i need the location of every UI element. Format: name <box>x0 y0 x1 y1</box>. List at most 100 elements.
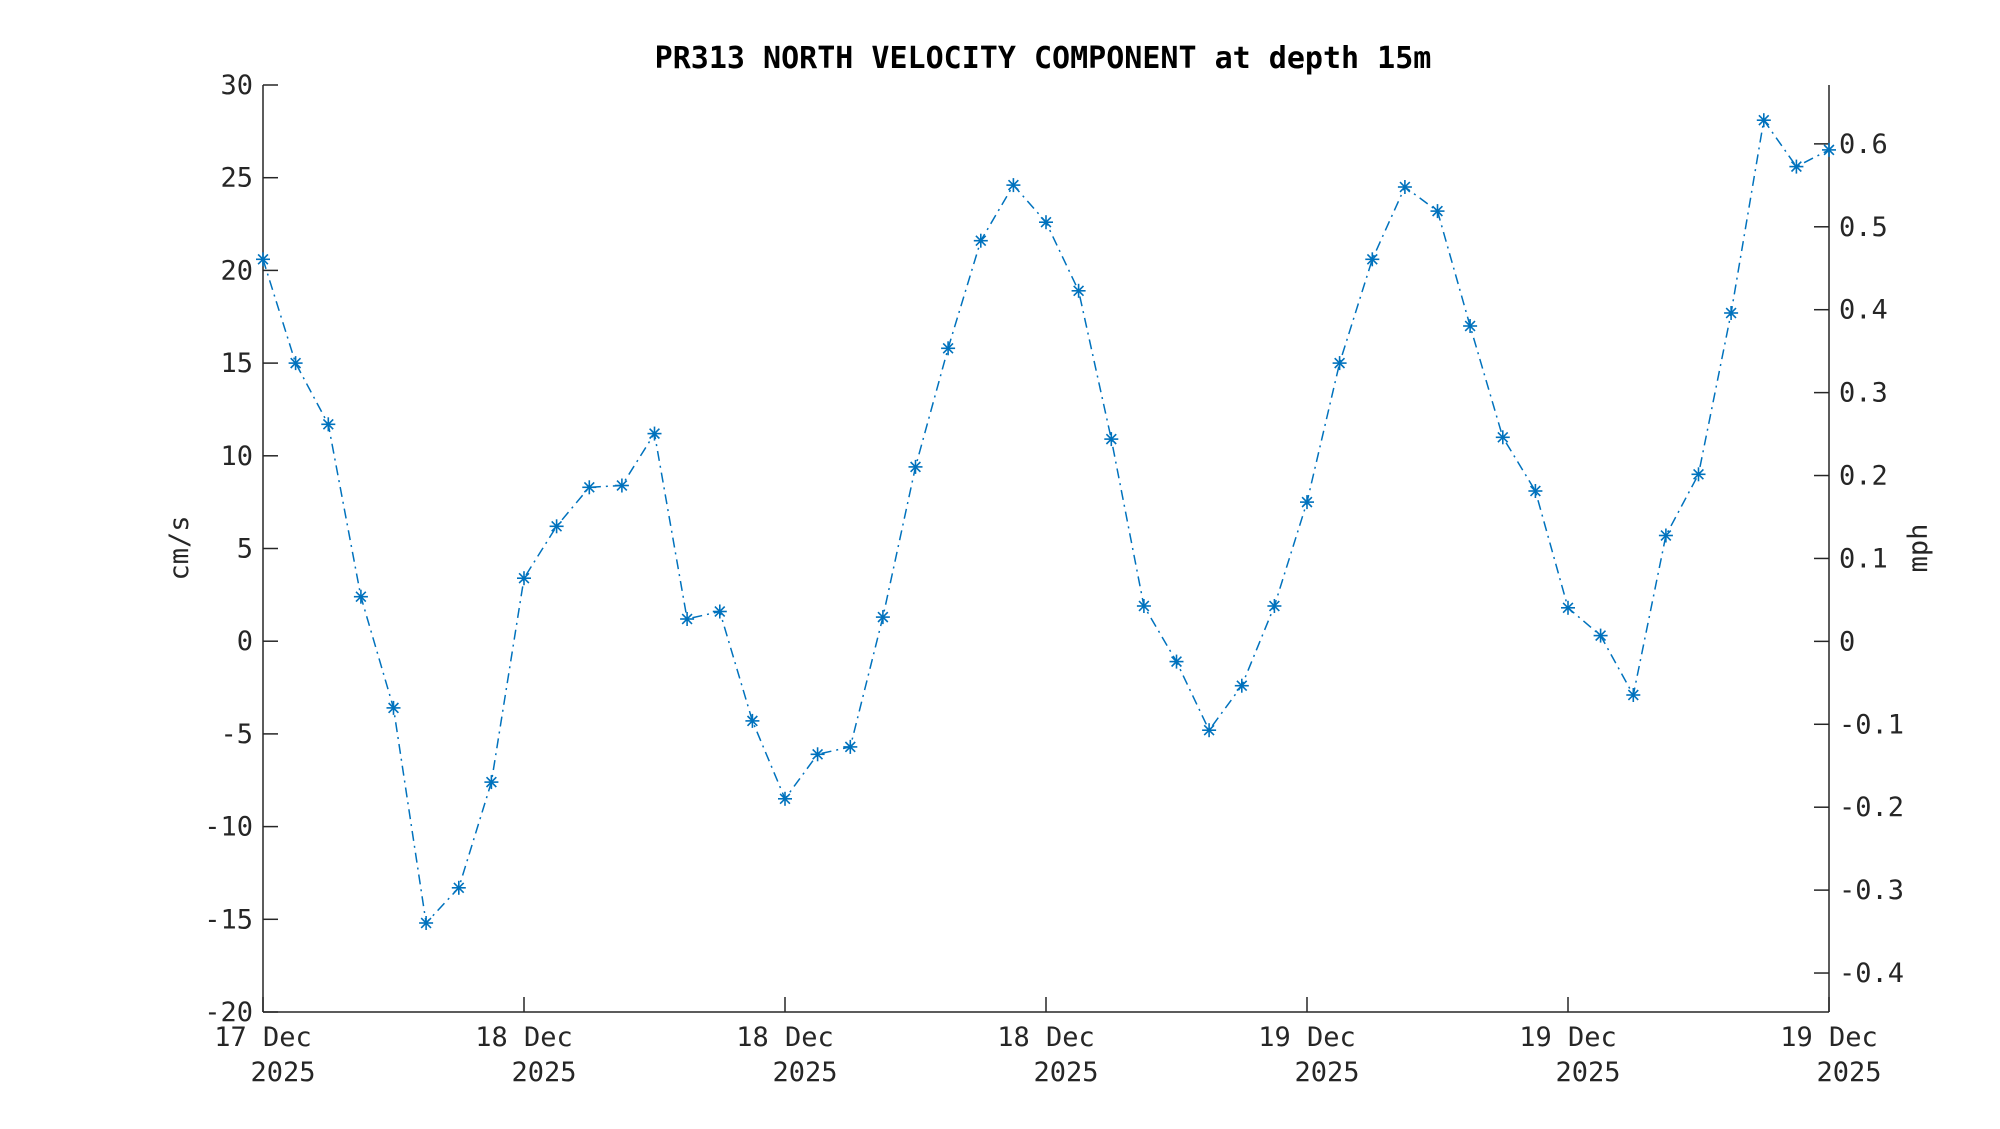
marker-stroke <box>1138 600 1150 612</box>
marker-stroke <box>1758 114 1770 126</box>
marker-stroke <box>877 611 889 623</box>
marker-stroke <box>1497 431 1509 443</box>
x-tick-label-date: 18 Dec <box>475 1022 573 1053</box>
data-point <box>1528 484 1543 498</box>
data-point <box>875 610 890 625</box>
marker-stroke <box>551 520 563 532</box>
chart-title: PR313 NORTH VELOCITY COMPONENT at depth … <box>655 41 1432 76</box>
data-point <box>1202 723 1217 738</box>
marker-stroke <box>1040 216 1052 228</box>
marker-stroke <box>518 572 530 584</box>
data-point <box>1789 159 1804 174</box>
x-tick-label-date: 18 Dec <box>736 1022 834 1053</box>
y-tick-label: 25 <box>220 163 253 194</box>
marker-stroke <box>257 253 269 265</box>
data-point <box>1658 528 1673 543</box>
y-tick-label: -20 <box>204 997 253 1028</box>
x-tick-label-date: 19 Dec <box>1780 1022 1878 1053</box>
marker-stroke <box>714 606 726 617</box>
x-tick-label-year: 2025 <box>772 1057 837 1088</box>
y-tick-label: -10 <box>204 812 253 843</box>
data-point <box>1039 215 1053 230</box>
y2-tick-label: 0.1 <box>1839 543 1888 574</box>
data-point <box>419 916 434 930</box>
y-tick-label: 20 <box>220 255 253 286</box>
marker-stroke <box>485 776 497 788</box>
x-tick-label-date: 18 Dec <box>997 1022 1095 1053</box>
data-point <box>386 700 401 715</box>
series-line <box>262 118 1830 925</box>
data-point <box>1691 467 1706 482</box>
marker-stroke <box>1399 181 1411 193</box>
data-point <box>582 480 597 495</box>
y-axis-label: cm/s <box>164 515 195 580</box>
data-point <box>941 341 956 356</box>
tick-labels: 30 25 20 15 10 5 0 -5 -10 -15 -20 0.6 0.5 0.4 0.3 0.2 0.… <box>204 70 1904 1088</box>
y2-tick-label: -0.3 <box>1839 875 1904 906</box>
marker-stroke <box>1171 656 1182 668</box>
marker-stroke <box>910 461 921 473</box>
marker-stroke <box>355 591 367 603</box>
marker-stroke <box>322 418 334 430</box>
y2-tick-label: -0.1 <box>1839 709 1904 740</box>
x-tick-label-date: 17 Dec <box>214 1022 312 1053</box>
y-tick-label: 10 <box>220 441 253 472</box>
series-north-velocity <box>256 113 1836 930</box>
y-tick-label: -15 <box>204 904 253 935</box>
marker-stroke <box>746 715 758 727</box>
data-point <box>1561 600 1575 615</box>
marker-stroke <box>779 793 791 805</box>
marker-stroke <box>1660 530 1672 541</box>
data-point <box>810 747 825 762</box>
y2-axis-label: mph <box>1903 524 1934 573</box>
x-tick-label-year: 2025 <box>250 1057 315 1088</box>
marker-stroke <box>1105 433 1117 445</box>
marker-stroke <box>681 613 693 625</box>
marker-stroke <box>290 357 302 369</box>
data-point <box>549 519 564 534</box>
data-point <box>680 612 695 626</box>
data-point <box>1071 283 1086 298</box>
marker-stroke <box>812 748 824 760</box>
marker-stroke <box>1725 307 1737 319</box>
x-tick-label-year: 2025 <box>1555 1057 1620 1088</box>
marker-stroke <box>583 481 595 493</box>
marker-stroke <box>1268 600 1280 612</box>
data-point <box>1332 356 1347 371</box>
marker-stroke <box>975 235 987 247</box>
data-point <box>1136 599 1151 613</box>
data-point <box>1300 495 1314 510</box>
marker-stroke <box>388 702 399 714</box>
marker-stroke <box>1790 161 1802 173</box>
marker-stroke <box>453 882 465 894</box>
data-point <box>908 459 923 474</box>
data-point <box>321 417 336 432</box>
marker-stroke <box>1562 602 1574 614</box>
data-point <box>288 356 303 371</box>
data-point <box>1463 319 1478 333</box>
y2-tick-label: -0.4 <box>1839 958 1904 989</box>
data-point <box>1593 628 1608 643</box>
x-tick-label-date: 19 Dec <box>1519 1022 1617 1053</box>
marker-stroke <box>420 917 432 929</box>
marker-stroke <box>1432 205 1443 217</box>
x-tick-label-date: 19 Dec <box>1258 1022 1356 1053</box>
marker-stroke <box>1366 253 1378 265</box>
data-point <box>1006 178 1021 193</box>
y2-tick-label: 0.2 <box>1839 461 1888 492</box>
y-tick-label: 15 <box>220 348 253 379</box>
data-point <box>973 233 988 248</box>
data-point <box>1495 430 1510 445</box>
data-point <box>647 426 662 441</box>
axes <box>262 84 1830 1013</box>
marker-stroke <box>1627 689 1639 701</box>
y2-tick-label: -0.2 <box>1839 792 1904 823</box>
marker-stroke <box>1464 320 1476 332</box>
data-point <box>712 604 727 619</box>
y2-tick-label: 0 <box>1839 626 1855 657</box>
data-point <box>614 478 629 493</box>
marker-stroke <box>1073 285 1085 297</box>
x-tick-label-year: 2025 <box>1033 1057 1098 1088</box>
